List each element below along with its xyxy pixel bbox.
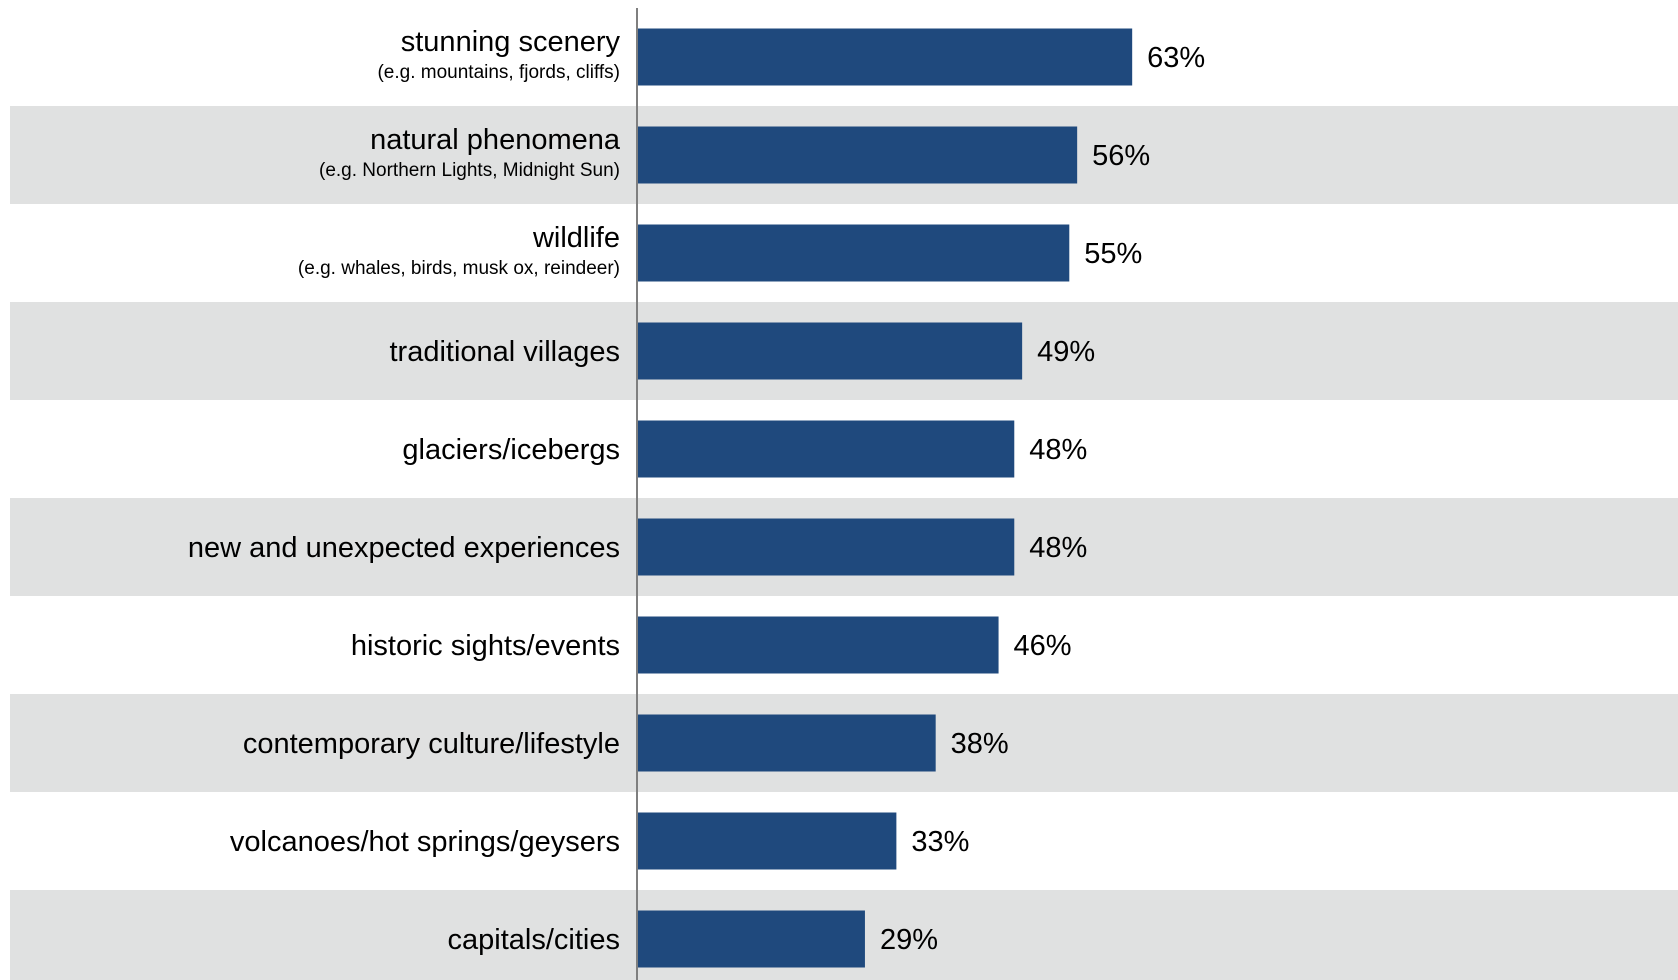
bar [637,28,1133,86]
value-label: 48% [1029,434,1087,466]
category-label: traditional villages [389,336,620,368]
value-label: 29% [880,924,938,956]
bar [637,616,999,674]
value-label: 55% [1084,238,1142,270]
category-label: stunning scenery [401,26,621,58]
bar [637,126,1078,184]
bar [637,518,1015,576]
value-labels: 63% 56% 55% 49% 48% 48% 46% 38% 33% 29% [880,42,1205,956]
value-label: 38% [951,728,1009,760]
value-label: 63% [1147,42,1205,74]
category-label: volcanoes/hot springs/geysers [230,826,620,858]
bars [637,28,1133,968]
bar [637,910,865,968]
value-label: 33% [911,826,969,858]
category-label: capitals/cities [448,924,620,956]
value-label: 48% [1029,532,1087,564]
bar [637,420,1015,478]
bar [637,322,1023,380]
category-labels: stunning scenery (e.g. mountains, fjords,… [188,26,621,956]
bar [637,224,1070,282]
bar [637,714,936,772]
category-sublabel: (e.g. whales, birds, musk ox, reindeer) [298,258,620,279]
value-label: 46% [1014,630,1072,662]
bar [637,812,897,870]
category-label: new and unexpected experiences [188,532,620,564]
value-label: 56% [1092,140,1150,172]
category-label: wildlife [532,222,620,254]
category-label: glaciers/icebergs [402,434,620,466]
category-label: historic sights/events [351,630,620,662]
category-label: contemporary culture/lifestyle [243,728,620,760]
value-label: 49% [1037,336,1095,368]
category-label: natural phenomena [370,124,621,156]
category-sublabel: (e.g. mountains, fjords, cliffs) [377,62,620,83]
category-sublabel: (e.g. Northern Lights, Midnight Sun) [319,160,620,181]
